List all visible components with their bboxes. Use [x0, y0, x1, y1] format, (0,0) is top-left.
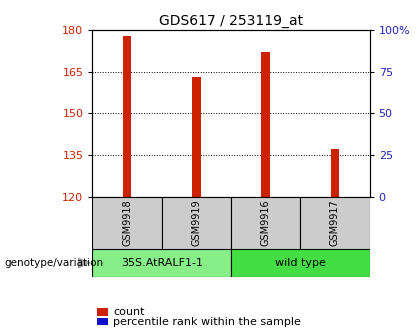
Bar: [231, 197, 300, 249]
Bar: [92, 249, 231, 277]
Text: percentile rank within the sample: percentile rank within the sample: [113, 317, 301, 327]
Text: GSM9916: GSM9916: [261, 199, 270, 246]
Text: GSM9918: GSM9918: [122, 199, 132, 246]
Bar: [123, 36, 131, 197]
Bar: [97, 308, 108, 316]
Bar: [192, 77, 200, 197]
Text: 35S.AtRALF1-1: 35S.AtRALF1-1: [121, 258, 203, 268]
Text: GSM9919: GSM9919: [192, 199, 201, 246]
Title: GDS617 / 253119_at: GDS617 / 253119_at: [159, 14, 303, 28]
Bar: [162, 197, 231, 249]
Bar: [231, 249, 370, 277]
Bar: [262, 52, 270, 197]
Text: GSM9917: GSM9917: [330, 199, 340, 246]
Text: genotype/variation: genotype/variation: [4, 258, 103, 268]
Text: wild type: wild type: [275, 258, 326, 268]
Polygon shape: [79, 258, 90, 268]
Text: count: count: [113, 307, 145, 317]
Bar: [331, 150, 339, 197]
Bar: [92, 197, 162, 249]
Bar: [300, 197, 370, 249]
Bar: [97, 318, 108, 325]
